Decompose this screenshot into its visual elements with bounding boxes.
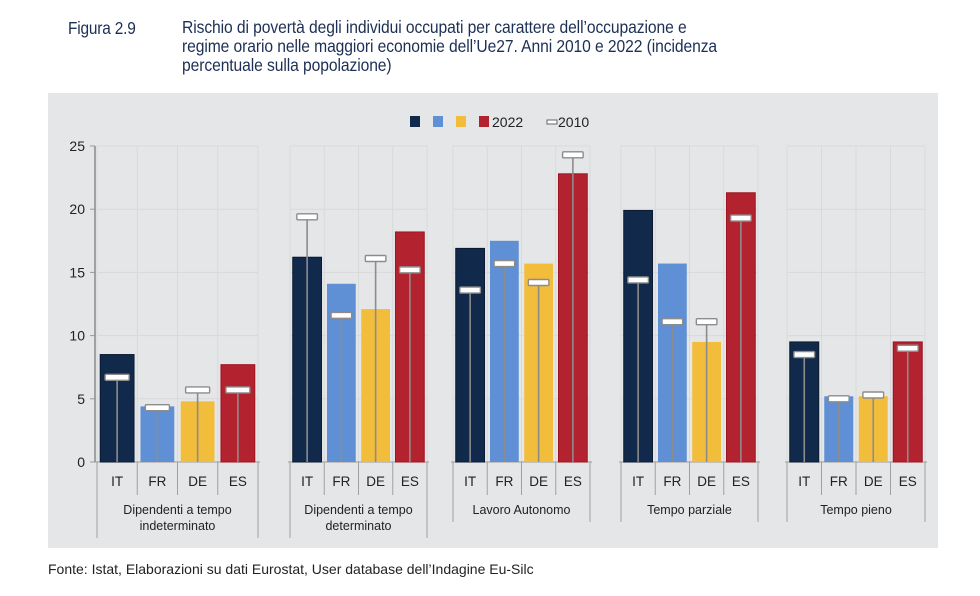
x-tick-label: ES bbox=[229, 474, 247, 489]
marker-2010-ES bbox=[896, 344, 919, 352]
marker-2010-ES bbox=[398, 266, 421, 274]
marker-2010-FR bbox=[661, 317, 684, 326]
legend-swatch-FR bbox=[433, 116, 443, 127]
x-tick-label: ES bbox=[401, 474, 419, 489]
legend-label-2022: 2022 bbox=[492, 114, 523, 130]
legend-swatch-DE bbox=[456, 116, 466, 127]
legend-marker-2010 bbox=[546, 119, 558, 125]
marker-2010-FR bbox=[330, 311, 353, 320]
figure-title-line-2-main: regime orario nelle maggiori economie de… bbox=[182, 36, 643, 56]
group-label: Tempo parziale bbox=[647, 503, 732, 517]
y-tick-label: 10 bbox=[69, 328, 85, 344]
marker-2010-ES bbox=[225, 386, 251, 394]
marker-2010-IT bbox=[627, 276, 650, 284]
x-tick-label: IT bbox=[301, 474, 313, 489]
group-label: Dipendenti a tempo bbox=[304, 503, 412, 517]
y-tick-label: 15 bbox=[69, 264, 85, 280]
marker-2010-IT bbox=[296, 213, 319, 221]
y-tick-label: 0 bbox=[77, 454, 85, 470]
legend-swatch-IT bbox=[410, 116, 420, 127]
marker-2010-IT bbox=[793, 350, 816, 359]
x-tick-label: IT bbox=[632, 474, 644, 489]
figure-label: Figura 2.9 bbox=[68, 18, 136, 38]
x-tick-label: IT bbox=[464, 474, 476, 489]
marker-2010-FR bbox=[493, 259, 516, 268]
x-tick-label: IT bbox=[798, 474, 810, 489]
x-tick-label: FR bbox=[332, 474, 350, 489]
y-tick-label: 20 bbox=[69, 201, 85, 217]
figure-title-line-2: regime orario nelle maggiori economie de… bbox=[182, 37, 942, 56]
x-tick-label: FR bbox=[663, 474, 681, 489]
x-tick-label: DE bbox=[697, 474, 716, 489]
group-label: Lavoro Autonomo bbox=[473, 503, 571, 517]
group-label: Tempo pieno bbox=[820, 503, 892, 517]
group-label: determinato bbox=[325, 519, 391, 533]
legend-label-2010: 2010 bbox=[558, 114, 589, 130]
y-tick-label: 5 bbox=[77, 391, 85, 407]
x-tick-label: DE bbox=[864, 474, 883, 489]
marker-2010-ES bbox=[729, 214, 752, 222]
marker-2010-DE bbox=[364, 254, 387, 263]
marker-2010-DE bbox=[184, 386, 211, 394]
marker-2010-ES bbox=[561, 151, 584, 159]
x-tick-label: ES bbox=[899, 474, 917, 489]
marker-2010-FR bbox=[827, 395, 850, 403]
x-tick-label: FR bbox=[148, 474, 166, 489]
marker-2010-DE bbox=[695, 317, 718, 326]
marker-2010-IT bbox=[104, 373, 130, 382]
marker-2010-DE bbox=[862, 391, 885, 399]
source-note: Fonte: Istat, Elaborazioni su dati Euros… bbox=[48, 561, 534, 577]
x-tick-label: ES bbox=[732, 474, 750, 489]
legend-swatch-ES bbox=[479, 116, 489, 127]
x-tick-label: DE bbox=[366, 474, 385, 489]
marker-2010-IT bbox=[459, 286, 482, 294]
x-tick-label: DE bbox=[188, 474, 207, 489]
figure-title-line-3: percentuale sulla popolazione) bbox=[182, 55, 392, 75]
group-label: indeterminato bbox=[140, 519, 216, 533]
marker-2010-DE bbox=[527, 278, 550, 287]
group-label: Dipendenti a tempo bbox=[123, 503, 231, 517]
figure-title-line-1: Rischio di povertà degli individui occup… bbox=[182, 17, 687, 37]
x-tick-label: ES bbox=[564, 474, 582, 489]
x-tick-label: DE bbox=[529, 474, 548, 489]
x-tick-label: IT bbox=[111, 474, 123, 489]
x-tick-label: FR bbox=[495, 474, 513, 489]
y-tick-label: 25 bbox=[69, 138, 85, 154]
x-tick-label: FR bbox=[830, 474, 848, 489]
marker-2010-FR bbox=[144, 403, 171, 412]
figure-title-line-2-suffix: (incidenza bbox=[646, 36, 718, 56]
figure-title: Rischio di povertà degli individui occup… bbox=[182, 18, 942, 75]
